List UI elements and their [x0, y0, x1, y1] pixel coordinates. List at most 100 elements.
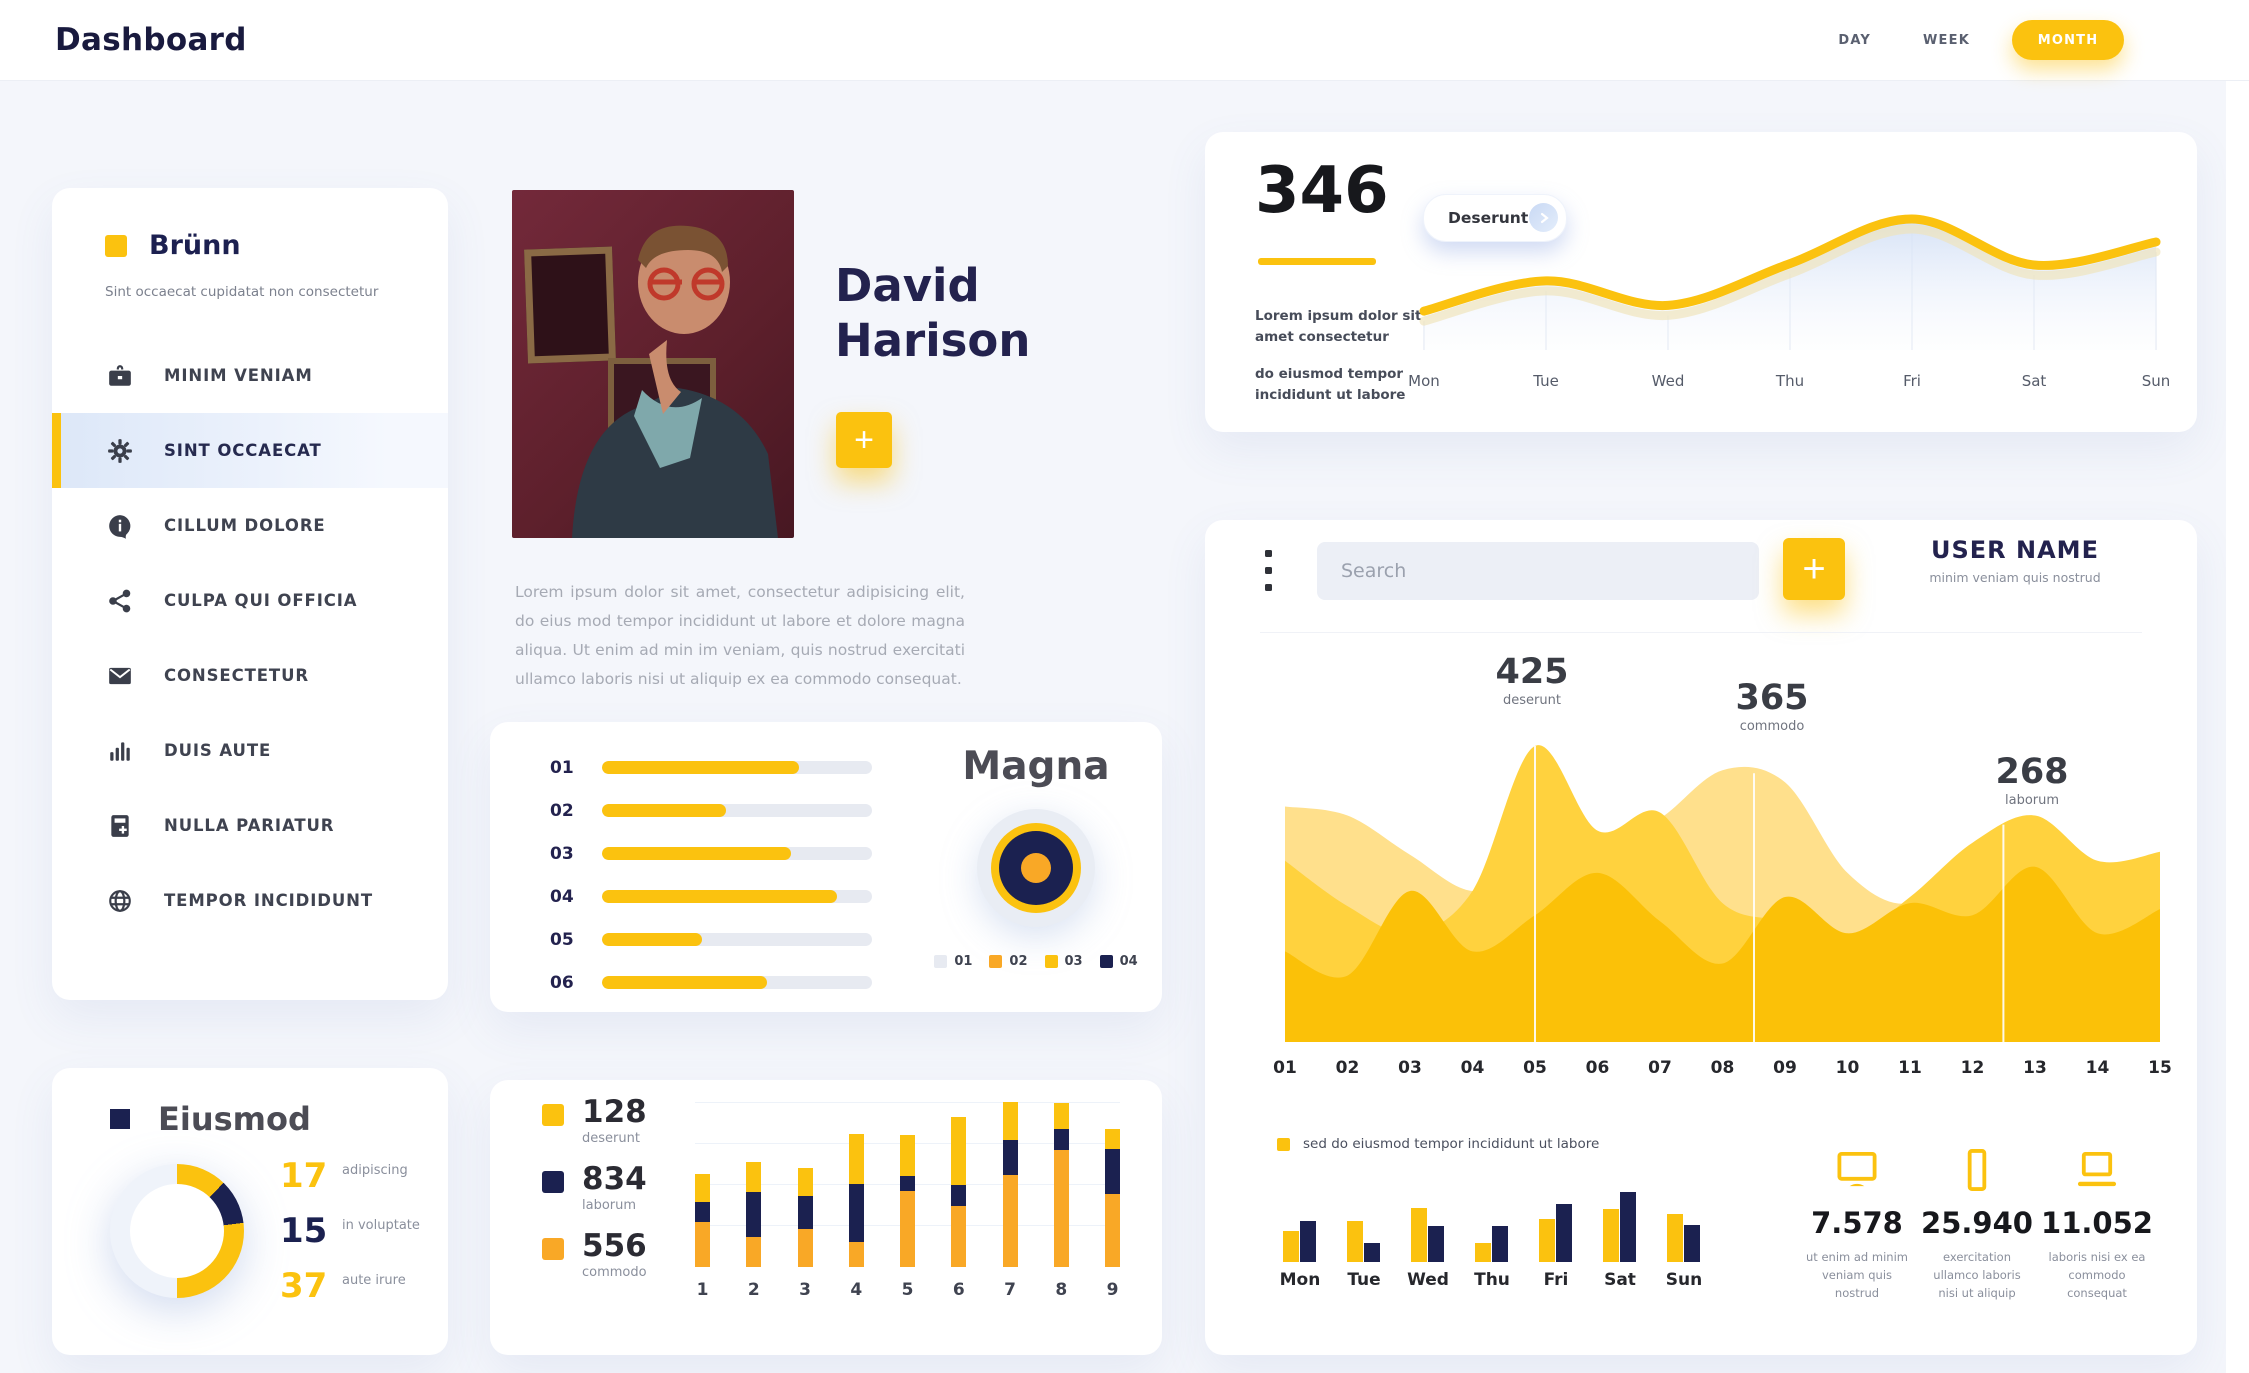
stat-label: adipiscing: [342, 1163, 408, 1178]
grouped-chart-x-labels: Mon Tue Wed Thu Fri Sat Sun: [1279, 1270, 1703, 1290]
weekly-desc-2: do eiusmod tempor incididunt ut labore: [1255, 365, 1406, 404]
annotation-365: 365 commodo: [1707, 678, 1837, 734]
magna-legend: 01 02 03 04: [922, 954, 1150, 969]
mail-icon: [109, 667, 131, 684]
period-month-button[interactable]: MONTH: [2012, 20, 2124, 60]
divider: [1260, 632, 2142, 633]
weekly-total: 346: [1255, 154, 1389, 228]
stat-value: 15: [280, 1211, 328, 1251]
period-day-button[interactable]: DAY: [1832, 32, 1877, 49]
period-week-button[interactable]: WEEK: [1917, 32, 1976, 49]
sidebar-item-label: CILLUM DOLORE: [164, 516, 326, 535]
magna-bar-chart: 01 02 03 04 05 06: [550, 746, 872, 1004]
device-stat-caption: ut enim ad minim veniam quis nostrud: [1806, 1250, 1908, 1300]
device-stat-monitor: 7.578 ut enim ad minim veniam quis nostr…: [1797, 1148, 1917, 1302]
legend-value: 556: [582, 1228, 647, 1264]
legend-row: 128 deserunt: [542, 1096, 647, 1146]
scrollbar[interactable]: [2226, 0, 2249, 1373]
area-chart: [1285, 745, 2160, 1042]
smartphone-icon: [1967, 1149, 1987, 1191]
legend-value: 128: [582, 1094, 647, 1130]
stacked-chart-legend: 128 deserunt 834 laborum 556 commodo: [542, 1096, 647, 1297]
page-title: Dashboard: [55, 22, 247, 58]
search-input[interactable]: [1317, 542, 1759, 600]
sidebar-item-label: NULLA PARIATUR: [164, 816, 335, 835]
annotation-value: 268: [1995, 752, 2069, 792]
sidebar-item-nulla-pariatur[interactable]: NULLA PARIATUR: [52, 788, 448, 863]
annotation-268: 268 laborum: [1967, 752, 2097, 808]
device-stat-laptop: 11.052 laboris nisi ex ea commodo conseq…: [2037, 1148, 2157, 1302]
monitor-icon: [1837, 1151, 1877, 1187]
bar-chart-legend: sed do eiusmod tempor incididunt ut labo…: [1277, 1136, 1599, 1152]
sidebar-item-sint-occaecat[interactable]: SINT OCCAECAT: [52, 413, 448, 488]
user-block: USER NAME minim veniam quis nostrud: [1865, 536, 2165, 585]
share-icon: [109, 589, 131, 612]
profile-name: David Harison: [835, 258, 1030, 368]
eiusmod-card: Eiusmod 17 adipiscing 15 in voluptate 37…: [52, 1068, 448, 1355]
deserunt-pill-button[interactable]: Deserunt: [1423, 194, 1567, 242]
period-switcher: DAY WEEK MONTH: [1792, 20, 2124, 60]
globe-icon: [109, 889, 131, 912]
sidebar: Brünn Sint occaecat cupidatat non consec…: [52, 188, 448, 1000]
first-name: David: [835, 259, 980, 312]
annotation-value: 365: [1735, 678, 1809, 718]
stats-card: + USER NAME minim veniam quis nostrud 42…: [1205, 520, 2197, 1355]
profile-photo: [512, 190, 794, 538]
legend-swatch: [542, 1171, 564, 1193]
stat-row: 37 aute irure: [280, 1266, 420, 1306]
bar-category: 04: [550, 886, 574, 907]
sidebar-item-label: SINT OCCAECAT: [164, 441, 322, 460]
brand: Brünn: [105, 230, 241, 261]
eiusmod-donut-chart: [110, 1164, 244, 1298]
device-stat-caption: exercitation ullamco laboris nisi ut ali…: [1933, 1250, 2021, 1300]
last-name: Harison: [835, 314, 1031, 367]
bar-category: 01: [550, 757, 574, 778]
annotation-label: deserunt: [1503, 693, 1561, 708]
bar-category: 02: [550, 800, 574, 821]
sidebar-item-culpa-qui-officia[interactable]: CULPA QUI OFFICIA: [52, 563, 448, 638]
add-button[interactable]: +: [1783, 538, 1845, 600]
legend-row: 556 commodo: [542, 1230, 647, 1280]
sidebar-item-consectetur[interactable]: CONSECTETUR: [52, 638, 448, 713]
sidebar-item-duis-aute[interactable]: DUIS AUTE: [52, 713, 448, 788]
stat-value: 17: [280, 1156, 328, 1196]
annotation-label: laborum: [2004, 793, 2060, 808]
legend-value: 834: [582, 1161, 647, 1197]
sidebar-item-label: CULPA QUI OFFICIA: [164, 591, 358, 610]
annotation-value: 425: [1495, 652, 1569, 692]
bullseye-icon: [930, 808, 1142, 928]
stat-label: in voluptate: [342, 1218, 420, 1233]
stat-label: aute irure: [342, 1273, 406, 1288]
eiusmod-header: Eiusmod: [110, 1100, 311, 1138]
user-name: USER NAME: [1931, 536, 2099, 564]
info-icon: [109, 514, 131, 539]
add-profile-button[interactable]: +: [836, 412, 892, 468]
sidebar-nav: MINIM VENIAM SINT OCCAECAT CILLUM DOLORE…: [52, 338, 448, 938]
bar-category: 05: [550, 929, 574, 950]
device-stat-value: 7.578: [1811, 1206, 1903, 1240]
stacked-bar-chart: [695, 1102, 1120, 1267]
stat-value: 37: [280, 1266, 328, 1306]
sidebar-item-label: TEMPOR INCIDIDUNT: [164, 891, 374, 910]
laptop-icon: [2077, 1151, 2117, 1187]
kebab-menu-icon[interactable]: [1265, 550, 1272, 601]
weekly-x-labels: Mon Tue Wed Thu Fri Sat Sun: [1408, 372, 2171, 390]
profile-bio: Lorem ipsum dolor sit amet, consectetur …: [515, 582, 965, 688]
brand-tagline: Sint occaecat cupidatat non consectetur: [105, 284, 379, 300]
bar-chart-icon: [110, 741, 130, 761]
sidebar-item-minim-veniam[interactable]: MINIM VENIAM: [52, 338, 448, 413]
top-bar: Dashboard DAY WEEK MONTH: [0, 0, 2249, 80]
briefcase-icon: [109, 364, 131, 386]
sidebar-item-label: DUIS AUTE: [164, 741, 272, 760]
device-stat-caption: laboris nisi ex ea commodo consequat: [2048, 1250, 2146, 1300]
bar-category: 06: [550, 972, 574, 993]
legend-item: 02: [989, 954, 1028, 969]
legend-item: 01: [934, 954, 972, 969]
stat-row: 15 in voluptate: [280, 1211, 420, 1251]
sidebar-item-label: MINIM VENIAM: [164, 366, 313, 385]
device-stats: 7.578 ut enim ad minim veniam quis nostr…: [1797, 1148, 2157, 1302]
sidebar-item-cillum-dolore[interactable]: CILLUM DOLORE: [52, 488, 448, 563]
square-bullet-icon: [110, 1109, 130, 1129]
sidebar-item-tempor-incididunt[interactable]: TEMPOR INCIDIDUNT: [52, 863, 448, 938]
